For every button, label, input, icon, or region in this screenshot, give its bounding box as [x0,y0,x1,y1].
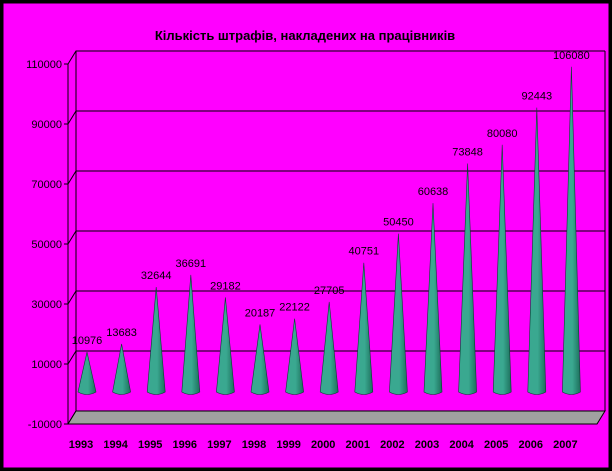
y-tick-label: 110000 [26,59,62,71]
cone-bar [216,297,235,395]
x-tick-label: 1998 [242,439,266,451]
data-label: 36691 [176,258,207,270]
y-tick-label: 50000 [31,239,62,251]
cone-bar [112,343,131,395]
cone-bar [181,274,201,395]
data-label: 106080 [553,50,590,62]
data-label: 40751 [349,246,380,258]
x-tick-label: 2006 [519,439,543,451]
cone-bar [527,107,547,395]
x-tick-labels: 1993 1994 1995 1996 1997 1998 1999 2000 2001 2002… [69,439,578,451]
x-tick-label: 2005 [484,439,508,451]
data-label: 20187 [245,307,276,319]
cone-bar [562,66,581,395]
data-label: 60638 [418,186,449,198]
cone-bar [389,233,408,395]
data-label: 10976 [72,335,103,347]
y-tick-label: 10000 [31,359,62,371]
data-label: 92443 [522,91,553,103]
x-tick-label: 2002 [380,439,404,451]
cone-bar [250,324,270,395]
cone-bar [77,352,97,395]
cones [77,66,581,395]
x-tick-label: 2003 [415,439,439,451]
floor-plane [67,410,606,425]
cone-bar [354,262,374,395]
x-tick-label: 1997 [207,439,231,451]
y-tick-label: -10000 [28,419,62,431]
cone-bar [423,203,443,395]
x-tick-label: 1993 [69,439,93,451]
data-label: 29182 [210,280,241,292]
data-label: 32644 [141,270,172,282]
cone-bar [285,318,304,395]
data-label: 80080 [487,128,518,140]
data-label: 73848 [452,146,483,158]
x-tick-label: 2007 [553,439,577,451]
x-tick-label: 1994 [103,439,128,451]
x-tick-label: 1996 [173,439,197,451]
chart-floor [67,410,606,425]
x-tick-label: 2001 [346,439,370,451]
y-tick-label: 90000 [31,119,62,131]
y-tick-labels: -10000 10000 30000 50000 70000 90000 110000 [26,59,68,431]
data-label: 50450 [383,217,414,229]
cone-bar [458,163,477,395]
cone-bar [146,287,166,395]
x-tick-label: 1995 [138,439,162,451]
data-label: 22122 [279,302,310,314]
x-tick-label: 2004 [449,439,474,451]
data-label: 13683 [106,327,137,339]
cone-bar [319,301,339,395]
y-tick-label: 30000 [31,299,62,311]
x-tick-label: 1999 [276,439,300,451]
y-tick-label: 70000 [31,179,62,191]
chart-title: Кількість штрафів, накладених на працівн… [155,28,455,43]
x-tick-label: 2000 [311,439,335,451]
cone-bar [492,144,512,395]
data-label: 27705 [314,285,345,297]
